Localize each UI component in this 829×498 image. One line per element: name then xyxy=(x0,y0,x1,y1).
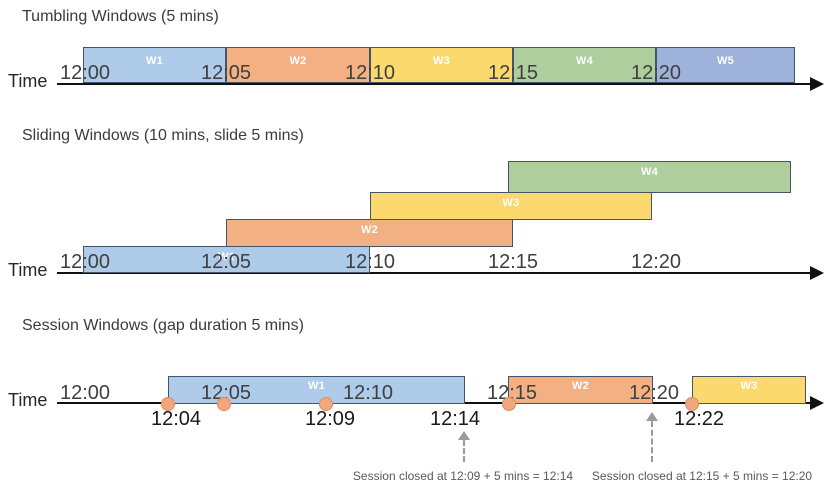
window-label: W5 xyxy=(716,55,735,67)
sliding-window-w3: W3 xyxy=(370,192,652,220)
window-label: W3 xyxy=(740,380,758,392)
session-tick-1210: 12:10 xyxy=(342,382,394,404)
tumbling-tick-1210: 12:10 xyxy=(344,62,396,84)
tumbling-tick-1220: 12:20 xyxy=(630,62,682,84)
tumbling-time-axis xyxy=(57,83,810,85)
sliding-window-w1: W1 xyxy=(83,246,370,273)
tumbling-time-axis-label: Time xyxy=(8,71,48,91)
window-label: W2 xyxy=(289,55,307,67)
annotation-arrow-line xyxy=(463,440,465,462)
tumbling-tick-1200: 12:00 xyxy=(59,62,111,84)
session-window-w2: W2 xyxy=(508,376,653,404)
session-window-w3: W3 xyxy=(692,376,806,404)
up-arrow-icon xyxy=(646,412,658,421)
tumbling-axis-arrowhead-icon xyxy=(810,77,824,91)
event-time-1209: 12:09 xyxy=(304,408,356,430)
sliding-tick-1205: 12:05 xyxy=(200,251,252,273)
tumbling-window-w3: W3 xyxy=(370,47,513,83)
tumbling-tick-1205: 12:05 xyxy=(200,62,252,84)
event-dot xyxy=(685,397,699,411)
tumbling-section-title: Tumbling Windows (5 mins) xyxy=(22,8,219,25)
window-label: W1 xyxy=(145,55,164,67)
session-section-title: Session Windows (gap duration 5 mins) xyxy=(22,317,304,334)
window-label: W2 xyxy=(571,380,590,392)
sliding-tick-1200: 12:00 xyxy=(59,251,111,273)
session-close-time-1214: 12:14 xyxy=(429,408,481,430)
session-close-annotation-2: Session closed at 12:15 + 5 mins = 12:20 xyxy=(591,469,813,483)
event-dot xyxy=(502,397,516,411)
sliding-section-title: Sliding Windows (10 mins, slide 5 mins) xyxy=(22,127,304,144)
window-label: W4 xyxy=(640,166,659,178)
tumbling-window-w4: W4 xyxy=(513,47,656,83)
window-label: W4 xyxy=(575,55,594,67)
tumbling-window-w2: W2 xyxy=(226,47,370,83)
event-dot xyxy=(319,397,333,411)
up-arrow-icon xyxy=(458,431,470,440)
session-tick-1200: 12:00 xyxy=(59,382,111,404)
sliding-axis-arrowhead-icon xyxy=(810,266,824,280)
tumbling-tick-1215: 12:15 xyxy=(487,62,539,84)
session-axis-arrowhead-icon xyxy=(810,396,824,410)
sliding-time-axis-label: Time xyxy=(8,260,48,280)
sliding-time-axis xyxy=(57,272,810,274)
session-tick-1215: 12:15 xyxy=(486,382,538,404)
window-label: W2 xyxy=(360,224,379,236)
event-dot xyxy=(161,397,175,411)
event-dot xyxy=(217,397,231,411)
event-time-1222: 12:22 xyxy=(673,408,725,430)
session-tick-1220: 12:20 xyxy=(628,382,680,404)
tumbling-window-w5: W5 xyxy=(656,47,795,83)
window-label: W3 xyxy=(502,197,520,209)
window-label: W1 xyxy=(217,251,236,263)
session-time-axis-label: Time xyxy=(8,390,48,410)
window-label: W1 xyxy=(307,380,326,392)
sliding-window-w4: W4 xyxy=(508,161,791,193)
event-time-1204: 12:04 xyxy=(150,408,202,430)
sliding-tick-1210: 12:10 xyxy=(344,251,396,273)
annotation-arrow-line xyxy=(651,421,653,462)
tumbling-window-w1: W1 xyxy=(83,47,226,83)
sliding-tick-1215: 12:15 xyxy=(487,251,539,273)
sliding-tick-1220: 12:20 xyxy=(630,251,682,273)
session-close-annotation-1: Session closed at 12:09 + 5 mins = 12:14 xyxy=(352,469,574,483)
session-tick-1205: 12:05 xyxy=(200,382,252,404)
window-label: W3 xyxy=(432,55,451,67)
sliding-window-w2: W2 xyxy=(226,219,513,247)
